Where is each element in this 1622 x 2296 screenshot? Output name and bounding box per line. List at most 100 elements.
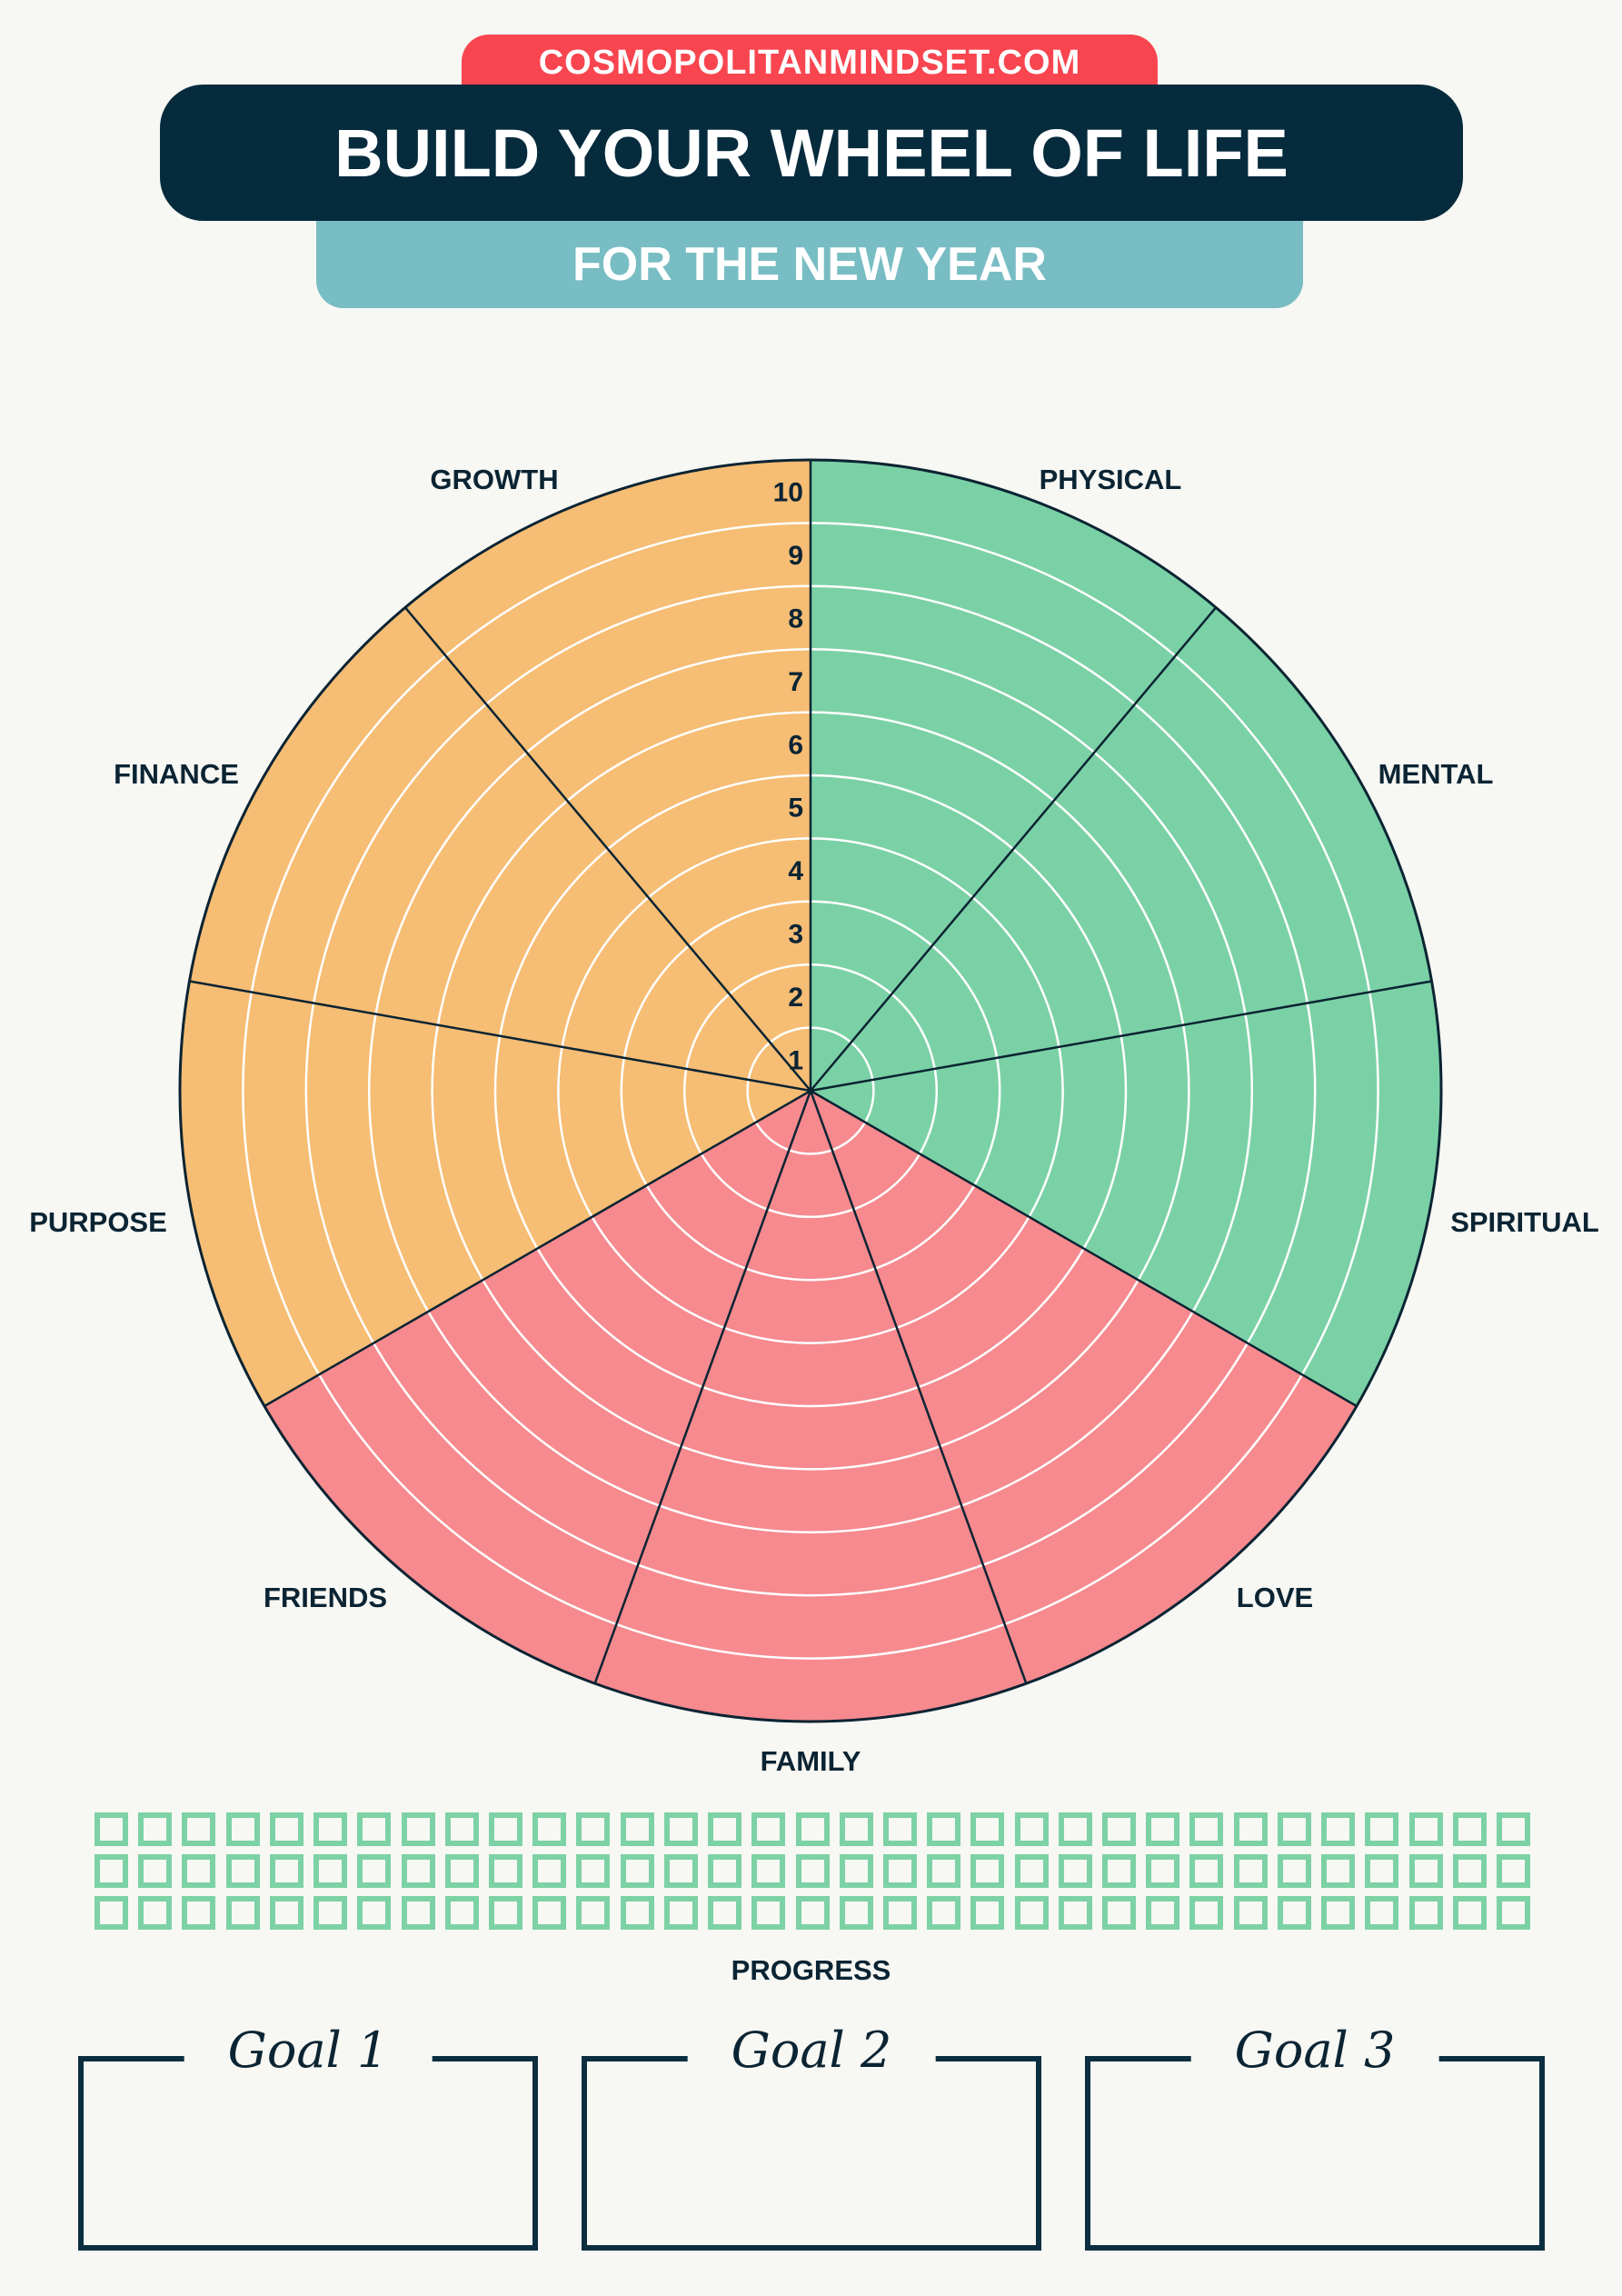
progress-checkbox[interactable]	[1233, 1854, 1268, 1888]
progress-checkbox[interactable]	[927, 1896, 961, 1930]
progress-checkbox[interactable]	[269, 1854, 304, 1888]
progress-checkbox[interactable]	[225, 1854, 260, 1888]
progress-checkbox[interactable]	[269, 1812, 304, 1846]
progress-checkbox[interactable]	[927, 1812, 961, 1846]
progress-checkbox[interactable]	[1233, 1896, 1268, 1930]
progress-checkbox[interactable]	[620, 1812, 654, 1846]
progress-checkbox[interactable]	[576, 1854, 611, 1888]
progress-checkbox[interactable]	[1452, 1854, 1487, 1888]
progress-checkbox[interactable]	[882, 1896, 917, 1930]
progress-checkbox[interactable]	[313, 1812, 348, 1846]
progress-checkbox[interactable]	[927, 1854, 961, 1888]
progress-checkbox[interactable]	[1408, 1896, 1443, 1930]
progress-checkbox[interactable]	[1408, 1854, 1443, 1888]
progress-checkbox[interactable]	[1189, 1854, 1224, 1888]
progress-checkbox[interactable]	[751, 1812, 786, 1846]
progress-checkbox[interactable]	[401, 1896, 435, 1930]
progress-checkbox[interactable]	[839, 1854, 873, 1888]
progress-checkbox[interactable]	[1408, 1812, 1443, 1846]
progress-checkbox[interactable]	[795, 1896, 830, 1930]
progress-checkbox[interactable]	[576, 1812, 611, 1846]
progress-checkbox[interactable]	[95, 1812, 128, 1846]
progress-checkbox[interactable]	[357, 1896, 392, 1930]
progress-checkbox[interactable]	[95, 1854, 128, 1888]
progress-checkbox[interactable]	[1497, 1854, 1530, 1888]
progress-checkbox[interactable]	[708, 1896, 742, 1930]
progress-checkbox[interactable]	[1277, 1896, 1311, 1930]
progress-checkbox[interactable]	[1497, 1812, 1530, 1846]
progress-checkbox[interactable]	[1365, 1854, 1399, 1888]
progress-checkbox[interactable]	[751, 1854, 786, 1888]
progress-checkbox[interactable]	[663, 1854, 698, 1888]
progress-checkbox[interactable]	[576, 1896, 611, 1930]
progress-checkbox[interactable]	[357, 1854, 392, 1888]
goal-box-3[interactable]: Goal 3	[1085, 2021, 1545, 2251]
progress-checkbox[interactable]	[882, 1854, 917, 1888]
progress-checkbox[interactable]	[708, 1812, 742, 1846]
progress-checkbox[interactable]	[488, 1896, 522, 1930]
progress-checkbox[interactable]	[839, 1812, 873, 1846]
progress-checkbox[interactable]	[1233, 1812, 1268, 1846]
progress-checkbox[interactable]	[663, 1812, 698, 1846]
progress-checkbox[interactable]	[269, 1896, 304, 1930]
progress-checkbox[interactable]	[1365, 1812, 1399, 1846]
progress-checkbox[interactable]	[708, 1854, 742, 1888]
goal-box-2[interactable]: Goal 2	[582, 2021, 1041, 2251]
progress-checkbox[interactable]	[532, 1896, 567, 1930]
progress-checkbox[interactable]	[1014, 1896, 1049, 1930]
progress-checkbox[interactable]	[970, 1812, 1005, 1846]
progress-checkbox[interactable]	[970, 1854, 1005, 1888]
progress-checkbox[interactable]	[532, 1812, 567, 1846]
progress-checkbox[interactable]	[1014, 1854, 1049, 1888]
goal-box-1[interactable]: Goal 1	[78, 2021, 538, 2251]
progress-checkbox[interactable]	[1321, 1854, 1356, 1888]
progress-checkbox[interactable]	[401, 1854, 435, 1888]
progress-checkbox[interactable]	[182, 1812, 216, 1846]
progress-checkbox[interactable]	[444, 1896, 479, 1930]
progress-checkbox[interactable]	[970, 1896, 1005, 1930]
progress-checkbox[interactable]	[795, 1812, 830, 1846]
progress-checkbox[interactable]	[1146, 1896, 1180, 1930]
progress-checkbox[interactable]	[1497, 1896, 1530, 1930]
progress-checkbox[interactable]	[795, 1854, 830, 1888]
progress-checkbox[interactable]	[532, 1854, 567, 1888]
progress-checkbox[interactable]	[488, 1854, 522, 1888]
progress-checkbox[interactable]	[882, 1812, 917, 1846]
progress-checkbox[interactable]	[138, 1812, 173, 1846]
progress-checkbox[interactable]	[1277, 1854, 1311, 1888]
progress-checkbox[interactable]	[357, 1812, 392, 1846]
progress-checkbox[interactable]	[182, 1854, 216, 1888]
progress-checkbox[interactable]	[839, 1896, 873, 1930]
progress-checkbox[interactable]	[313, 1896, 348, 1930]
progress-checkbox[interactable]	[1452, 1896, 1487, 1930]
progress-checkbox[interactable]	[1321, 1896, 1356, 1930]
progress-checkbox[interactable]	[1102, 1854, 1137, 1888]
progress-checkbox[interactable]	[1102, 1812, 1137, 1846]
progress-checkbox[interactable]	[1146, 1812, 1180, 1846]
progress-checkbox[interactable]	[620, 1896, 654, 1930]
progress-checkbox[interactable]	[225, 1812, 260, 1846]
progress-checkbox[interactable]	[1102, 1896, 1137, 1930]
progress-checkbox[interactable]	[225, 1896, 260, 1930]
progress-checkbox[interactable]	[1189, 1896, 1224, 1930]
progress-checkbox[interactable]	[1189, 1812, 1224, 1846]
progress-checkbox[interactable]	[95, 1896, 128, 1930]
progress-checkbox[interactable]	[401, 1812, 435, 1846]
progress-checkbox[interactable]	[1058, 1812, 1092, 1846]
progress-checkbox[interactable]	[1146, 1854, 1180, 1888]
progress-checkbox[interactable]	[663, 1896, 698, 1930]
progress-checkbox[interactable]	[488, 1812, 522, 1846]
progress-checkbox[interactable]	[1321, 1812, 1356, 1846]
progress-checkbox[interactable]	[444, 1812, 479, 1846]
progress-checkbox[interactable]	[620, 1854, 654, 1888]
progress-checkbox[interactable]	[1452, 1812, 1487, 1846]
progress-checkbox[interactable]	[138, 1854, 173, 1888]
progress-checkbox[interactable]	[182, 1896, 216, 1930]
progress-checkbox[interactable]	[1014, 1812, 1049, 1846]
progress-checkbox[interactable]	[751, 1896, 786, 1930]
progress-checkbox[interactable]	[1058, 1854, 1092, 1888]
progress-checkbox[interactable]	[138, 1896, 173, 1930]
progress-checkbox[interactable]	[444, 1854, 479, 1888]
progress-checkbox[interactable]	[1058, 1896, 1092, 1930]
progress-checkbox[interactable]	[313, 1854, 348, 1888]
